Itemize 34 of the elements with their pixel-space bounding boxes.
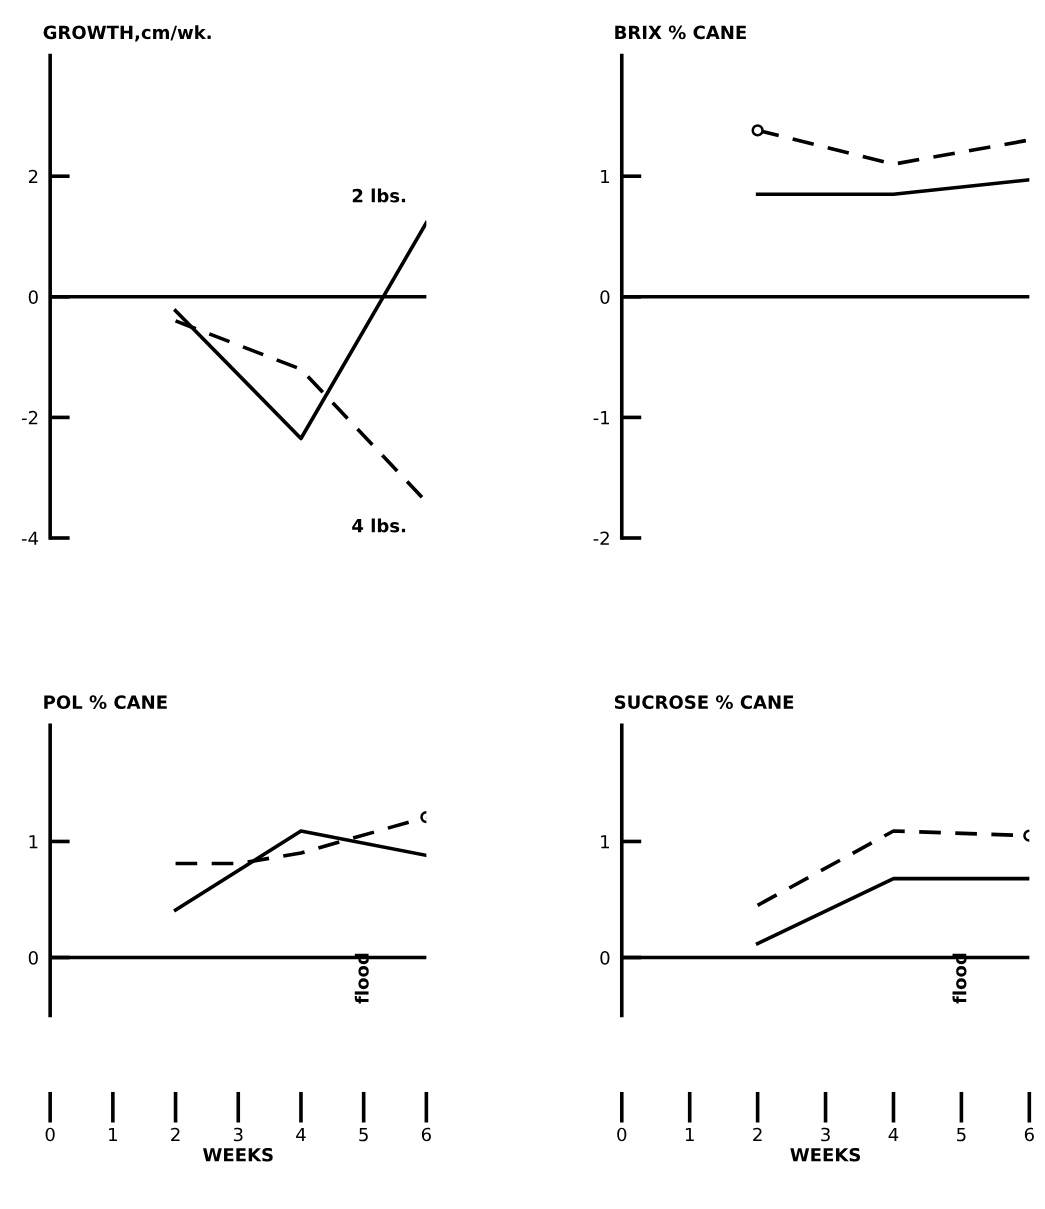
y-tick-label: 1 [29, 835, 38, 849]
x-tick-label: 4 [296, 1127, 306, 1142]
y-tick-label: 0 [600, 950, 610, 965]
x-tick-label: 5 [359, 1127, 368, 1142]
x-tick-label: 3 [233, 1127, 243, 1142]
x-tick-label: 6 [421, 1127, 431, 1142]
chart-title: BRIX % CANE [615, 25, 746, 40]
x-tick-label: 3 [821, 1127, 830, 1142]
y-tick-label: 0 [600, 290, 610, 304]
x-tick-label: 0 [617, 1127, 627, 1142]
x-axis-title: WEEKS [790, 1147, 861, 1162]
y-tick-label: -2 [593, 531, 609, 545]
y-tick-label: 0 [28, 950, 38, 965]
y-tick-label: 1 [601, 169, 609, 184]
x-tick-label: 4 [888, 1127, 899, 1142]
x-tick-label: 1 [109, 1127, 117, 1142]
x-tick-label: 2 [753, 1127, 762, 1142]
x-tick-label: 0 [45, 1127, 55, 1142]
chart-title: GROWTH,cm/wk. [43, 25, 211, 42]
y-tick-label: -2 [21, 410, 38, 425]
y-tick-label: -1 [593, 411, 609, 425]
x-tick-label: 6 [1024, 1127, 1034, 1142]
chart-title: POL % CANE [44, 695, 167, 709]
x-tick-label: 2 [171, 1127, 180, 1142]
y-tick-label: -4 [21, 531, 39, 545]
chart-title: SUCROSE % CANE [614, 695, 794, 709]
x-tick-label: 5 [957, 1127, 966, 1142]
y-tick-label: 0 [28, 290, 38, 304]
x-axis-title: WEEKS [203, 1147, 273, 1162]
y-tick-label: 1 [601, 835, 609, 849]
x-tick-label: 1 [685, 1127, 694, 1142]
y-tick-label: 2 [28, 169, 38, 184]
series-label: 2 lbs. [352, 188, 406, 203]
series-label: 4 lbs. [352, 518, 406, 533]
